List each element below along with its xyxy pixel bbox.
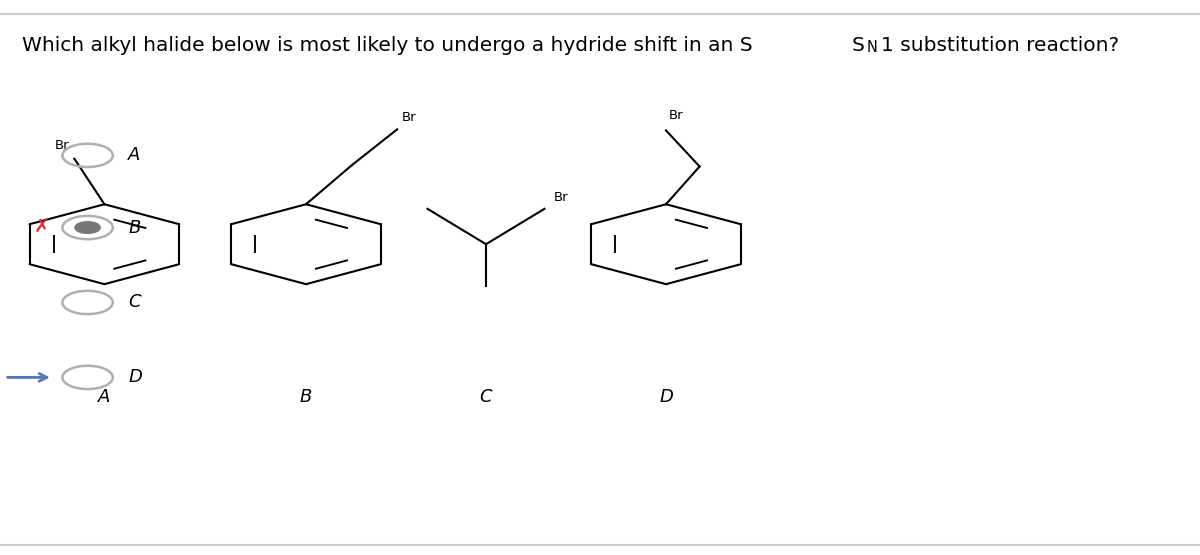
Text: A: A	[128, 147, 140, 164]
Text: B: B	[300, 388, 312, 406]
Text: ✗: ✗	[34, 218, 50, 237]
Text: N: N	[866, 40, 877, 55]
Text: Br: Br	[402, 111, 416, 124]
Text: B: B	[128, 219, 140, 236]
Text: Br: Br	[554, 191, 569, 204]
Text: S: S	[852, 36, 865, 55]
Text: Br: Br	[55, 139, 70, 152]
Text: Which alkyl halide below is most likely to undergo a hydride shift in an S: Which alkyl halide below is most likely …	[22, 36, 752, 55]
Text: C: C	[128, 294, 142, 311]
Text: A: A	[98, 388, 110, 406]
Text: 1 substitution reaction?: 1 substitution reaction?	[881, 36, 1118, 55]
Circle shape	[74, 222, 100, 233]
Text: C: C	[480, 388, 492, 406]
Text: D: D	[128, 369, 143, 386]
Text: D: D	[659, 388, 673, 406]
Text: Br: Br	[668, 109, 683, 122]
